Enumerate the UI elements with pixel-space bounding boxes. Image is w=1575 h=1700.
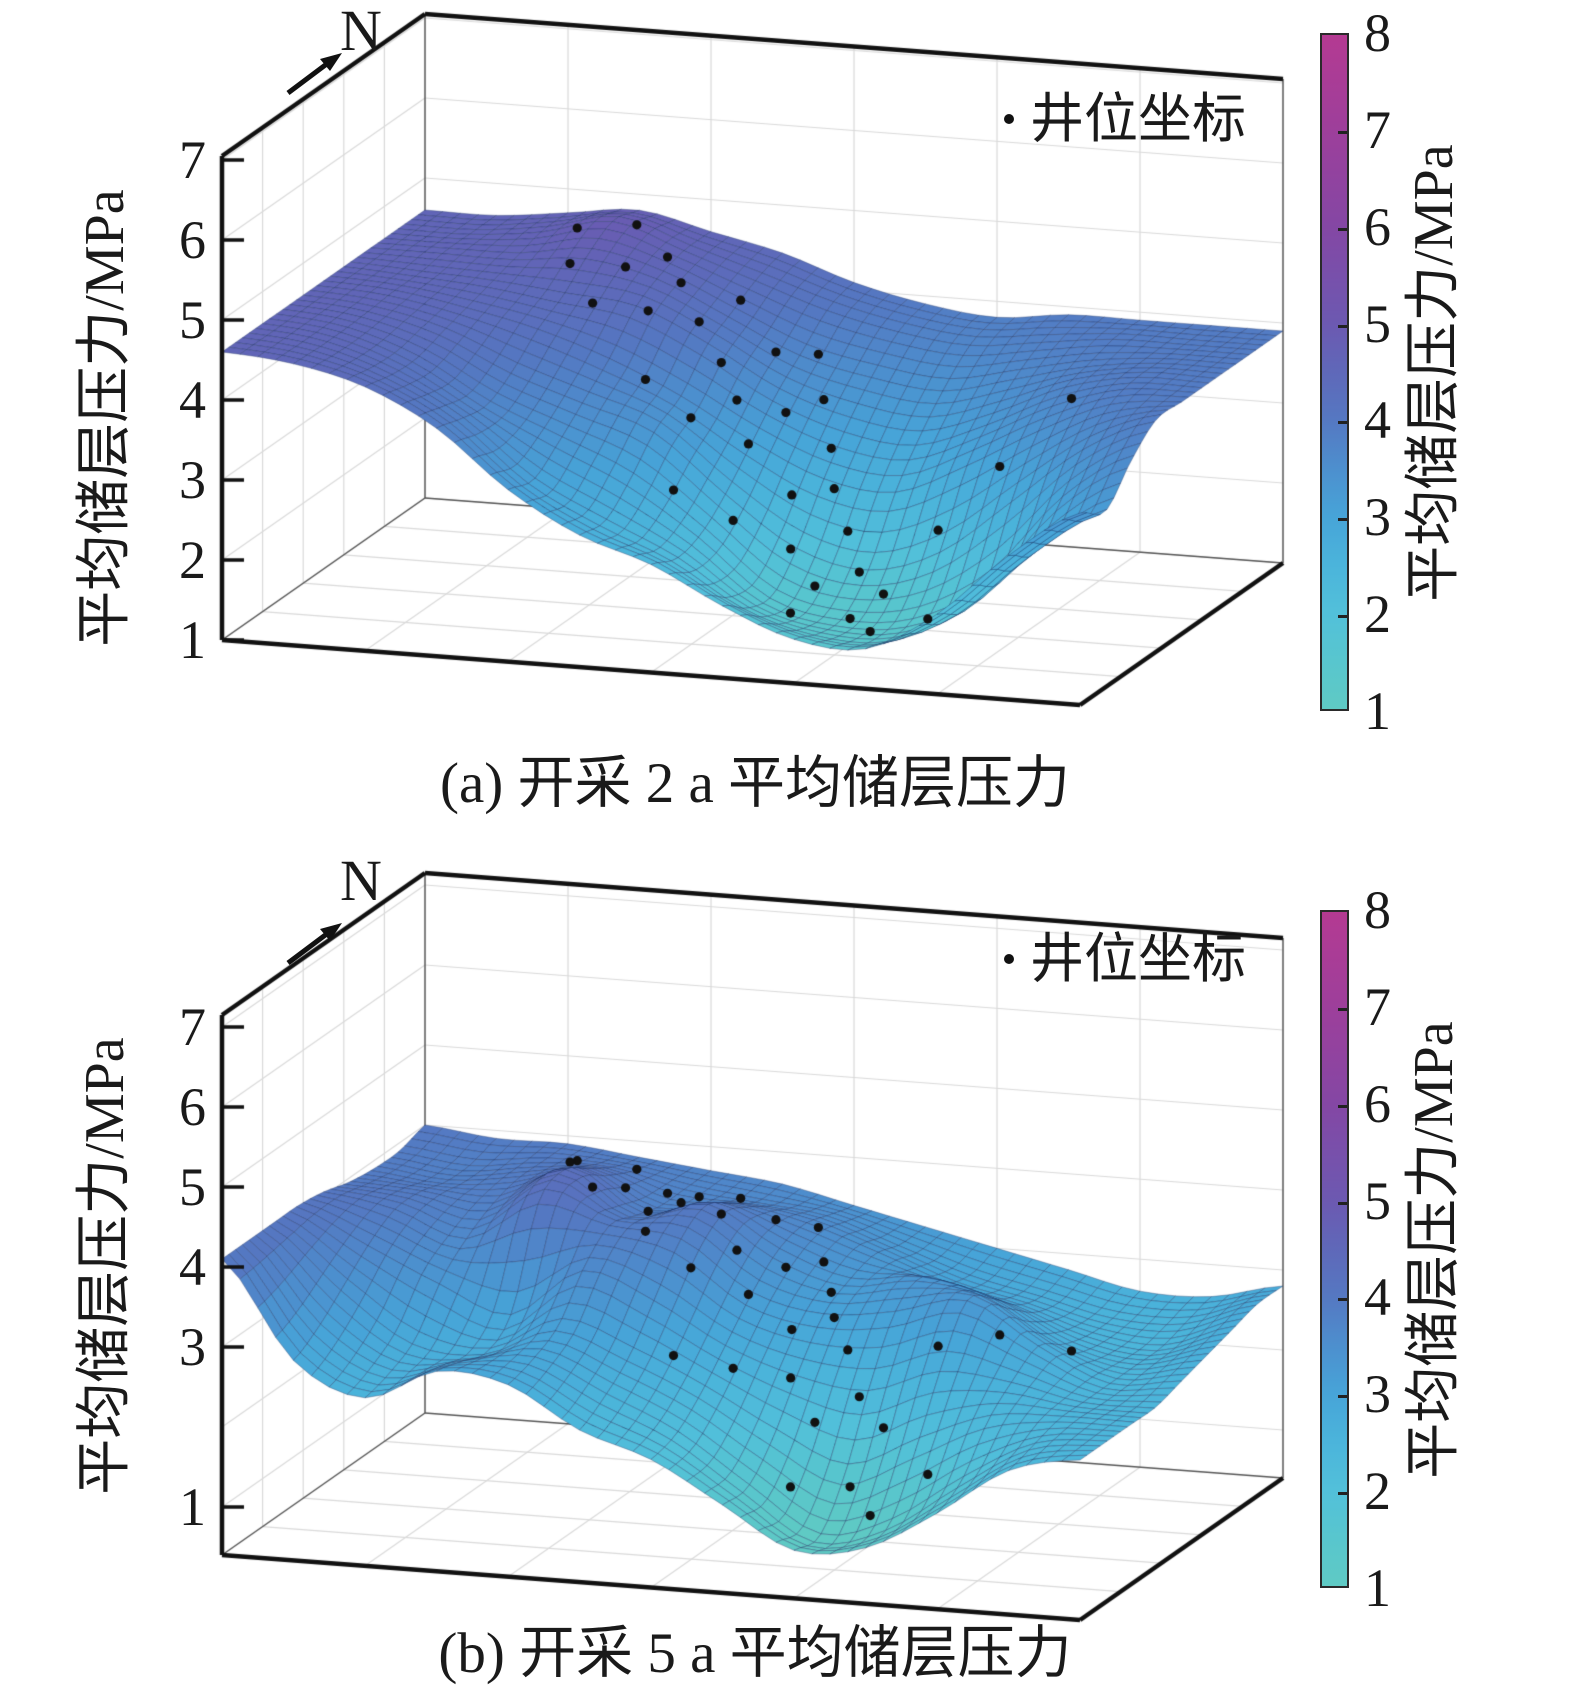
- colorbar-tick-mark: [1338, 130, 1347, 134]
- z-tick-label: 4: [179, 1237, 206, 1297]
- colorbar-tick-label: 3: [1364, 1364, 1391, 1425]
- z-tick-label: 5: [179, 1157, 206, 1217]
- z-tick-label: 3: [179, 450, 206, 510]
- colorbar-tick-label: 3: [1364, 487, 1391, 548]
- z-tick-label: 2: [179, 530, 206, 590]
- well-legend-a: 井位坐标: [1004, 92, 1246, 146]
- north-label-b: N: [340, 848, 382, 913]
- z-tick-label: 1: [179, 1477, 206, 1537]
- colorbar-tick-label: 2: [1364, 1461, 1391, 1522]
- colorbar-tick-mark: [1338, 324, 1347, 328]
- z-tick-label: 7: [179, 130, 206, 190]
- colorbar-tick-mark: [1338, 1201, 1347, 1205]
- colorbar-tick-mark: [1338, 1492, 1347, 1496]
- colorbar-tick-label: 2: [1364, 584, 1391, 645]
- z-tick-label: 3: [179, 1317, 206, 1377]
- colorbar-a: [1320, 33, 1349, 711]
- colorbar-tick-mark: [1338, 421, 1347, 425]
- colorbar-tick-mark: [1338, 1298, 1347, 1302]
- well-legend-b: 井位坐标: [1004, 932, 1246, 986]
- caption-b: (b) 开采 5 a 平均储层压力: [438, 1622, 1072, 1685]
- colorbar-tick-label: 4: [1364, 1267, 1391, 1328]
- colorbar-tick-mark: [1338, 1007, 1347, 1011]
- north-indicator-b: [282, 915, 352, 975]
- north-label-a: N: [340, 0, 382, 63]
- colorbar-tick-label: 8: [1364, 880, 1391, 940]
- colorbar-label-b: 平均储层压力/MPa: [1403, 1021, 1465, 1479]
- colorbar-tick-mark: [1338, 518, 1347, 522]
- north-arrow-icon: [286, 923, 342, 965]
- colorbar-tick-label: 6: [1364, 196, 1391, 257]
- well-marker-icon: [1004, 954, 1014, 964]
- well-legend-label: 井位坐标: [1030, 89, 1246, 149]
- colorbar-tick-mark: [1338, 1104, 1347, 1108]
- caption-a: (a) 开采 2 a 平均储层压力: [439, 752, 1071, 815]
- z-tick-label: 1: [179, 610, 206, 670]
- north-arrow-icon: [286, 53, 342, 95]
- z-axis-label-b: 平均储层压力/MPa: [74, 1037, 136, 1495]
- colorbar-tick-label: 6: [1364, 1073, 1391, 1134]
- colorbar-tick-mark: [1338, 1395, 1347, 1399]
- colorbar-label-a: 平均储层压力/MPa: [1403, 144, 1465, 602]
- colorbar-tick-label: 7: [1364, 99, 1391, 160]
- colorbar-tick-label: 4: [1364, 390, 1391, 451]
- z-tick-label: 5: [179, 290, 206, 350]
- colorbar-tick-mark: [1338, 227, 1347, 231]
- colorbar-tick-label: 1: [1364, 1558, 1391, 1618]
- colorbar-tick-label: 5: [1364, 1170, 1391, 1231]
- colorbar-tick-label: 7: [1364, 976, 1391, 1037]
- colorbar-tick-label: 5: [1364, 293, 1391, 354]
- colorbar-tick-label: 8: [1364, 3, 1391, 63]
- colorbar-tick-mark: [1338, 615, 1347, 619]
- z-tick-label: 7: [179, 997, 206, 1057]
- z-axis-label-a: 平均储层压力/MPa: [74, 189, 136, 647]
- colorbar-b: [1320, 910, 1349, 1588]
- well-marker-icon: [1004, 114, 1014, 124]
- colorbar-tick-label: 1: [1364, 681, 1391, 741]
- z-tick-label: 4: [179, 370, 206, 430]
- north-indicator-a: [282, 45, 352, 105]
- well-legend-label: 井位坐标: [1030, 929, 1246, 989]
- z-tick-label: 6: [179, 1077, 206, 1137]
- z-tick-label: 6: [179, 210, 206, 270]
